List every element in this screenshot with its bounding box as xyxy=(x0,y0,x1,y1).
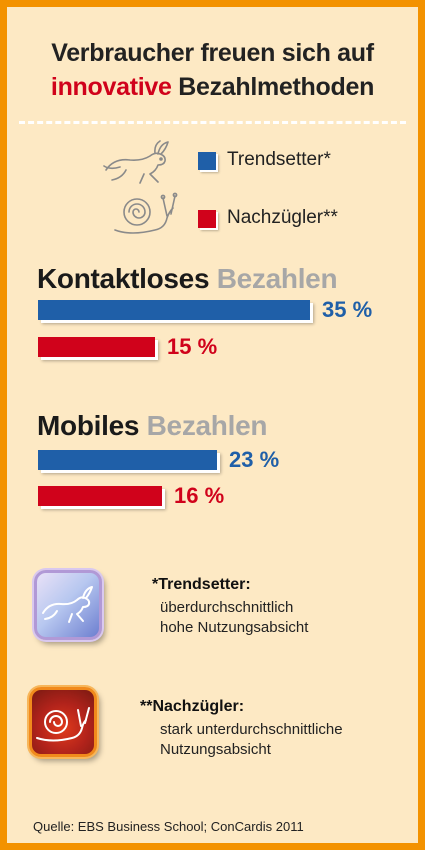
chart-1-title: Kontaktloses Bezahlen xyxy=(37,263,338,295)
note-trendsetter-title: *Trendsetter: xyxy=(152,576,251,593)
trendsetter-badge xyxy=(34,570,102,640)
source-credit: Quelle: EBS Business School; ConCardis 2… xyxy=(33,819,304,834)
chart-2-title-muted: Bezahlen xyxy=(146,410,268,441)
chart-1-title-main: Kontaktloses xyxy=(37,263,210,294)
legend-label-trendsetter: Trendsetter* xyxy=(227,149,331,170)
chart-1-title-muted: Bezahlen xyxy=(216,263,338,294)
note-trendsetter-line-2: hohe Nutzungsabsicht xyxy=(160,619,309,636)
title-line-2: innovative Bezahlmethoden xyxy=(7,73,418,102)
title-accent-word: innovative xyxy=(50,73,172,101)
note-nachzuegler-line-1: stark unterdurchschnittliche xyxy=(160,721,343,738)
legend-swatch-nachzuegler xyxy=(198,210,216,228)
value-label-kontaktlos-nachzuegler: 15 % xyxy=(167,334,218,359)
note-nachzuegler-line-2: Nutzungsabsicht xyxy=(160,741,271,758)
bar-kontaktlos-trendsetter xyxy=(38,300,310,320)
value-label-mobil-nachzuegler: 16 % xyxy=(174,483,225,508)
value-label-mobil-trendsetter: 23 % xyxy=(229,447,280,472)
hare-icon xyxy=(42,586,93,623)
bar-mobil-nachzuegler xyxy=(38,486,162,506)
infographic-panel: Verbraucher freuen sich auf innovative B… xyxy=(7,7,418,843)
snail-icon xyxy=(114,192,178,234)
legend-label-nachzuegler: Nachzügler** xyxy=(227,207,338,228)
hare-icon xyxy=(103,140,169,184)
note-nachzuegler-title: **Nachzügler: xyxy=(140,698,245,715)
legend-swatch-trendsetter xyxy=(198,152,216,170)
title-rest: Bezahlmethoden xyxy=(171,73,375,101)
title-line-1: Verbraucher freuen sich auf xyxy=(51,39,374,67)
chart-2-title-main: Mobiles xyxy=(37,410,140,441)
chart-2-title: Mobiles Bezahlen xyxy=(37,410,267,442)
note-trendsetter-line-1: überdurchschnittlich xyxy=(160,599,294,616)
bar-kontaktlos-nachzuegler xyxy=(38,337,155,357)
nachzuegler-badge xyxy=(29,687,97,757)
value-label-kontaktlos-trendsetter: 35 % xyxy=(322,297,373,322)
snail-icon xyxy=(36,707,90,742)
bar-mobil-trendsetter xyxy=(38,450,217,470)
dashed-divider xyxy=(19,121,406,124)
